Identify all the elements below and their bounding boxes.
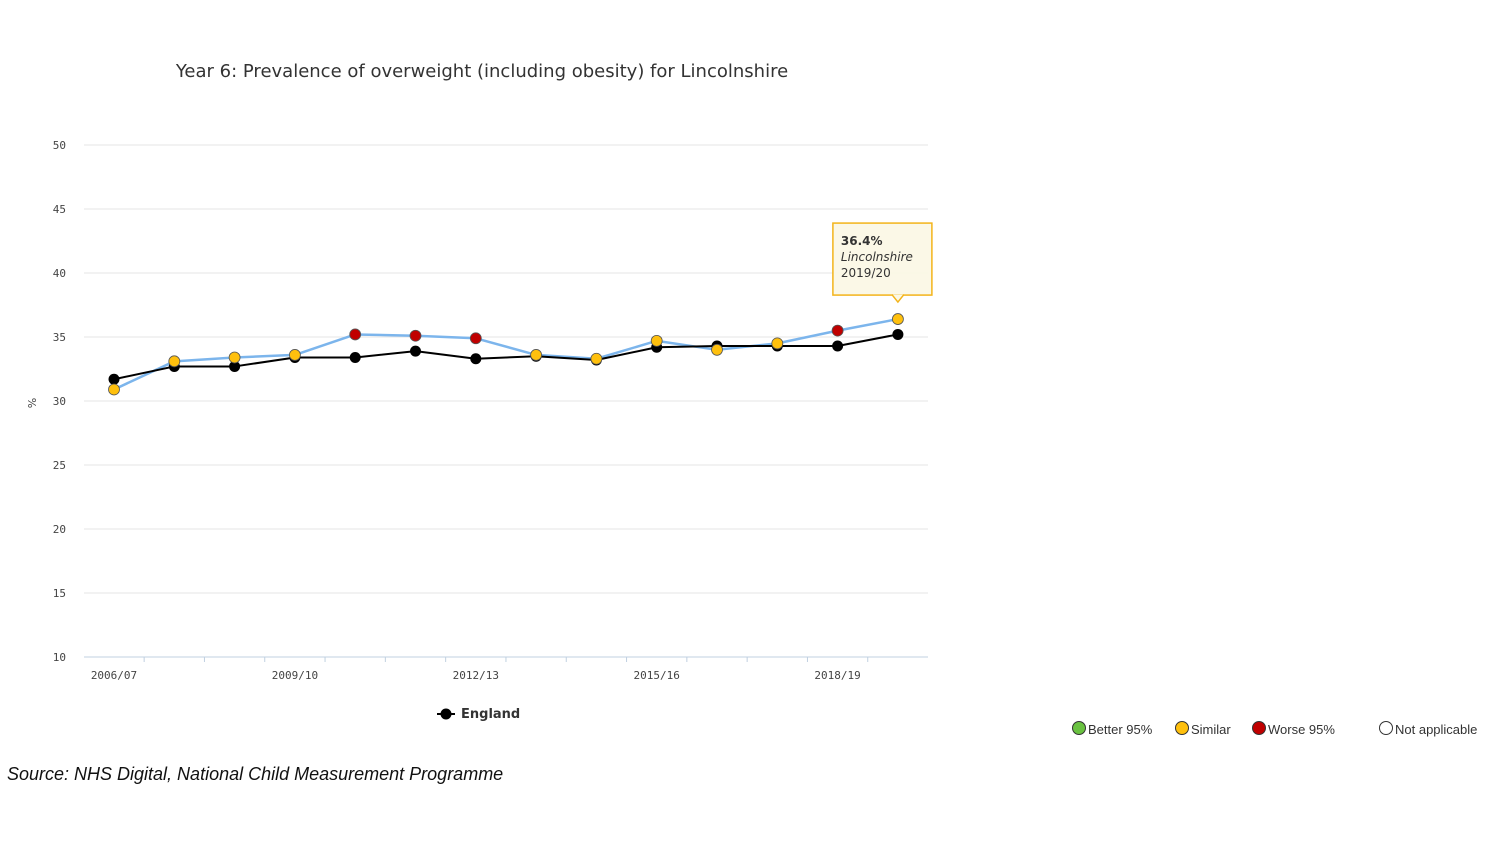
data-point-lincolnshire[interactable] <box>288 349 301 361</box>
data-point-england[interactable] <box>410 345 421 357</box>
data-point-england[interactable] <box>470 353 482 365</box>
x-tick-label: 2015/16 <box>634 669 680 682</box>
key-label-not-applicable: Not applicable <box>1395 722 1477 737</box>
y-tick-label: 35 <box>53 331 66 344</box>
data-point-england[interactable] <box>892 328 904 340</box>
y-tick-label: 10 <box>53 651 66 664</box>
tooltip-area: Lincolnshire <box>841 250 913 264</box>
y-axis-ticks: 10 15 20 25 30 35 40 45 50 <box>53 139 66 664</box>
source-note: Source: NHS Digital, National Child Meas… <box>7 764 504 784</box>
data-point-england[interactable] <box>229 360 241 372</box>
series-line-england <box>113 333 899 381</box>
key-swatch-worse <box>1252 721 1266 735</box>
data-point-lincolnshire[interactable] <box>349 328 362 341</box>
data-point-lincolnshire[interactable] <box>892 313 904 325</box>
chart-title: Year 6: Prevalence of overweight (includ… <box>175 61 788 82</box>
data-point-lincolnshire[interactable] <box>530 349 542 361</box>
y-tick-label: 15 <box>53 587 66 600</box>
x-tick-label: 2009/10 <box>272 669 318 682</box>
y-tick-label: 50 <box>53 139 66 152</box>
data-point-england[interactable] <box>349 351 361 363</box>
key-swatch-not-applicable <box>1379 721 1393 735</box>
key-label-similar: Similar <box>1191 722 1231 737</box>
y-axis-label: % <box>26 398 39 408</box>
tooltip-value: 36.4% <box>841 234 883 248</box>
tooltip-box <box>832 222 933 296</box>
data-point-lincolnshire[interactable] <box>711 343 723 356</box>
legend-england-label[interactable]: England <box>461 707 520 722</box>
key-label-better: Better 95% <box>1088 722 1153 737</box>
data-point-lincolnshire[interactable] <box>469 332 482 345</box>
data-point-lincolnshire[interactable] <box>590 352 603 365</box>
series-line-lincolnshire <box>113 317 899 391</box>
data-point-lincolnshire[interactable] <box>650 334 663 347</box>
key-swatch-similar <box>1175 721 1189 735</box>
key-label-worse: Worse 95% <box>1268 722 1335 737</box>
data-point-lincolnshire[interactable] <box>168 355 181 368</box>
gridlines <box>84 144 928 658</box>
y-tick-label: 30 <box>53 395 66 408</box>
tooltip-pointer <box>891 294 905 304</box>
y-tick-label: 45 <box>53 203 66 216</box>
data-point-lincolnshire[interactable] <box>108 383 120 396</box>
legend-england-marker <box>440 708 452 720</box>
tooltip-period: 2019/20 <box>841 266 891 280</box>
data-point-lincolnshire[interactable] <box>409 329 422 342</box>
key-swatch-better <box>1072 721 1086 735</box>
tooltip: 36.4% Lincolnshire 2019/20 <box>832 222 933 304</box>
data-point-lincolnshire[interactable] <box>771 337 784 350</box>
data-point-england[interactable] <box>108 373 120 385</box>
x-tick-label: 2012/13 <box>453 669 499 682</box>
data-point-england[interactable] <box>832 340 844 352</box>
data-point-lincolnshire[interactable] <box>831 324 844 337</box>
x-axis-ticks: 2006/07 2009/10 2012/13 2015/16 2018/19 <box>91 657 869 682</box>
chart: Year 6: Prevalence of overweight (includ… <box>26 61 1477 737</box>
data-point-lincolnshire[interactable] <box>228 351 241 364</box>
y-tick-label: 20 <box>53 523 66 536</box>
significance-key: Better 95% Similar Worse 95% Not applicable <box>1072 721 1477 737</box>
y-tick-label: 40 <box>53 267 66 280</box>
y-tick-label: 25 <box>53 459 66 472</box>
x-tick-label: 2018/19 <box>814 669 860 682</box>
chart-legend[interactable]: England <box>437 707 520 722</box>
x-tick-label: 2006/07 <box>91 669 137 682</box>
series <box>108 313 904 396</box>
